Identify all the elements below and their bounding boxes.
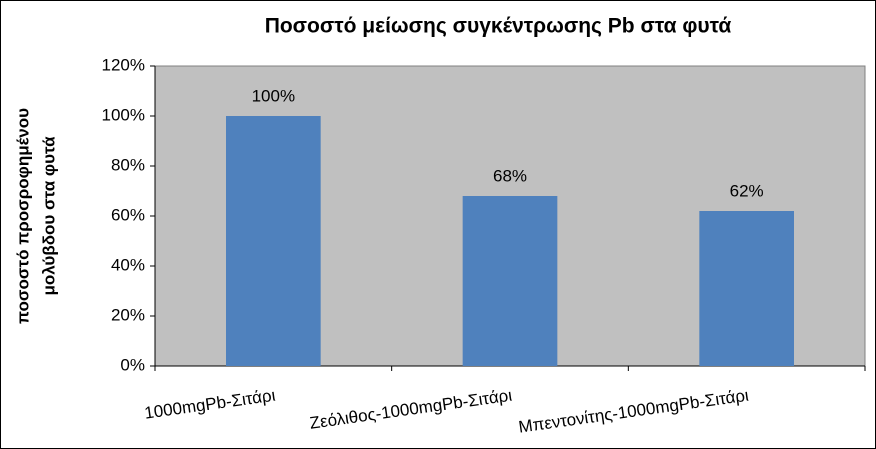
chart-title: Ποσοστό μείωσης συγκέντρωσης Pb στα φυτά: [265, 15, 732, 38]
bar: [462, 196, 558, 366]
value-label: 100%: [252, 86, 295, 105]
y-tick-label: 60%: [111, 205, 145, 224]
y-tick-label: 0%: [120, 355, 145, 374]
y-tick-label: 120%: [102, 55, 145, 74]
y-axis-label-line: μολύβδου στα φυτά: [39, 136, 58, 296]
y-tick-label: 40%: [111, 255, 145, 274]
bar: [699, 211, 794, 366]
bar: [226, 116, 321, 366]
y-tick-label: 100%: [102, 105, 145, 124]
value-label: 68%: [493, 166, 527, 185]
y-axis-label-line: ποσοστό προσροφημένου: [13, 108, 32, 324]
y-tick-label: 20%: [111, 305, 145, 324]
value-label: 62%: [730, 181, 764, 200]
y-tick-label: 80%: [111, 155, 145, 174]
y-axis-label: ποσοστό προσροφημένου μολύβδου στα φυτά: [13, 108, 58, 324]
